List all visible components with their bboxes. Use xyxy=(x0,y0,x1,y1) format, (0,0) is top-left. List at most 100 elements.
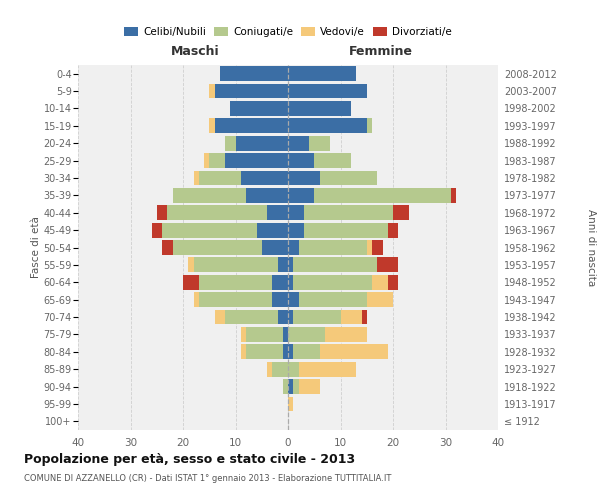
Bar xyxy=(288,170,320,186)
Bar xyxy=(372,275,388,289)
Bar xyxy=(314,188,451,202)
Bar xyxy=(320,170,377,186)
Bar xyxy=(241,344,246,359)
Bar xyxy=(272,275,288,289)
Bar xyxy=(267,206,288,220)
Bar xyxy=(162,240,173,255)
Bar xyxy=(293,275,372,289)
Bar xyxy=(304,206,393,220)
Bar xyxy=(288,292,299,307)
Bar xyxy=(225,310,277,324)
Y-axis label: Fasce di età: Fasce di età xyxy=(31,216,41,278)
Bar xyxy=(288,188,314,202)
Text: Popolazione per età, sesso e stato civile - 2013: Popolazione per età, sesso e stato civil… xyxy=(24,452,355,466)
Bar xyxy=(277,310,288,324)
Bar xyxy=(151,222,162,238)
Bar xyxy=(288,344,293,359)
Bar xyxy=(272,292,288,307)
Bar xyxy=(367,118,372,133)
Bar xyxy=(451,188,456,202)
Bar xyxy=(288,136,309,150)
Bar xyxy=(361,310,367,324)
Bar xyxy=(199,292,272,307)
Bar xyxy=(193,258,277,272)
Bar xyxy=(272,362,288,376)
Bar xyxy=(293,379,299,394)
Bar xyxy=(288,118,367,133)
Bar xyxy=(173,188,246,202)
Bar xyxy=(288,222,304,238)
Bar xyxy=(288,362,299,376)
Bar xyxy=(288,101,351,116)
Bar xyxy=(225,153,288,168)
Bar xyxy=(241,327,246,342)
Bar xyxy=(199,275,272,289)
Bar xyxy=(162,222,257,238)
Bar xyxy=(299,240,367,255)
Bar xyxy=(288,275,293,289)
Bar xyxy=(288,206,304,220)
Bar xyxy=(220,66,288,81)
Bar xyxy=(167,206,267,220)
Bar xyxy=(157,206,167,220)
Bar xyxy=(283,344,288,359)
Bar xyxy=(215,118,288,133)
Bar xyxy=(372,240,383,255)
Bar xyxy=(299,292,367,307)
Text: Femmine: Femmine xyxy=(349,44,412,58)
Bar xyxy=(183,275,199,289)
Bar xyxy=(215,310,225,324)
Bar xyxy=(235,136,288,150)
Bar xyxy=(288,310,293,324)
Bar xyxy=(215,84,288,98)
Bar xyxy=(320,344,388,359)
Bar xyxy=(230,101,288,116)
Bar xyxy=(283,379,288,394)
Bar xyxy=(388,275,398,289)
Bar xyxy=(288,327,325,342)
Y-axis label: Anni di nascita: Anni di nascita xyxy=(586,209,596,286)
Bar xyxy=(341,310,361,324)
Bar xyxy=(283,327,288,342)
Bar xyxy=(388,222,398,238)
Bar xyxy=(367,240,372,255)
Bar xyxy=(367,292,393,307)
Bar xyxy=(241,170,288,186)
Bar xyxy=(257,222,288,238)
Bar xyxy=(209,153,225,168)
Bar xyxy=(309,136,330,150)
Text: Maschi: Maschi xyxy=(171,44,220,58)
Bar xyxy=(204,153,209,168)
Bar xyxy=(288,66,356,81)
Bar xyxy=(246,327,283,342)
Bar xyxy=(304,222,388,238)
Bar xyxy=(277,258,288,272)
Bar xyxy=(246,344,283,359)
Bar xyxy=(377,258,398,272)
Bar xyxy=(288,240,299,255)
Bar xyxy=(293,344,320,359)
Bar xyxy=(299,379,320,394)
Legend: Celibi/Nubili, Coniugati/e, Vedovi/e, Divorziati/e: Celibi/Nubili, Coniugati/e, Vedovi/e, Di… xyxy=(120,23,456,42)
Bar xyxy=(173,240,262,255)
Bar xyxy=(288,153,314,168)
Bar xyxy=(288,84,367,98)
Bar xyxy=(288,379,293,394)
Bar xyxy=(293,258,377,272)
Bar xyxy=(262,240,288,255)
Bar xyxy=(199,170,241,186)
Bar xyxy=(299,362,356,376)
Bar xyxy=(246,188,288,202)
Bar xyxy=(267,362,272,376)
Bar xyxy=(193,170,199,186)
Bar xyxy=(393,206,409,220)
Bar xyxy=(293,310,341,324)
Bar xyxy=(209,118,215,133)
Bar xyxy=(209,84,215,98)
Bar xyxy=(193,292,199,307)
Bar xyxy=(188,258,193,272)
Bar xyxy=(314,153,351,168)
Text: COMUNE DI AZZANELLO (CR) - Dati ISTAT 1° gennaio 2013 - Elaborazione TUTTITALIA.: COMUNE DI AZZANELLO (CR) - Dati ISTAT 1°… xyxy=(24,474,391,483)
Bar xyxy=(288,396,293,411)
Bar xyxy=(225,136,235,150)
